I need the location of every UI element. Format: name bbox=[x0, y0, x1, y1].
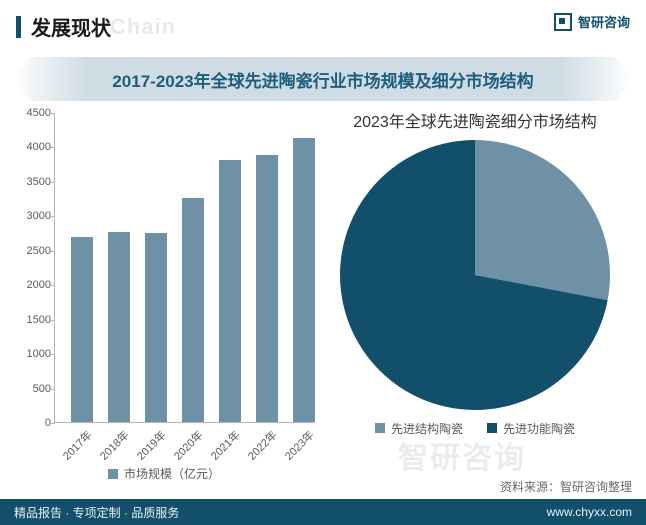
y-axis-tick-label: 3500 bbox=[15, 176, 51, 188]
y-axis-tick-label: 1500 bbox=[15, 314, 51, 326]
bar-chart-plot-area: 0500100015002000250030003500400045002017… bbox=[54, 113, 314, 423]
y-axis-tick-label: 500 bbox=[15, 383, 51, 395]
page-header: 发展现状 Chain 智研咨询 bbox=[0, 0, 646, 49]
chart-title-banner: 2017-2023年全球先进陶瓷行业市场规模及细分市场结构 bbox=[12, 57, 634, 101]
x-axis-tick-label: 2019年 bbox=[133, 427, 169, 463]
bar-legend-label: 市场规模（亿元） bbox=[124, 465, 220, 482]
pie-legend-item: 先进功能陶瓷 bbox=[487, 420, 575, 437]
x-axis-tick-label: 2022年 bbox=[244, 427, 280, 463]
brand-logo-text: 智研咨询 bbox=[578, 12, 630, 31]
y-axis-tick-label: 3000 bbox=[15, 210, 51, 222]
bar bbox=[293, 138, 315, 422]
bar bbox=[219, 160, 241, 422]
legend-swatch bbox=[375, 423, 385, 433]
bar-chart-legend: 市场规模（亿元） bbox=[14, 465, 314, 482]
pie-chart-title: 2023年全球先进陶瓷细分市场结构 bbox=[318, 113, 632, 134]
x-axis-tick-label: 2021年 bbox=[207, 427, 243, 463]
pie-chart-panel: 2023年全球先进陶瓷细分市场结构 先进结构陶瓷 先进功能陶瓷 bbox=[318, 113, 632, 482]
pie-legend-label: 先进功能陶瓷 bbox=[503, 420, 575, 437]
pie-slice bbox=[475, 140, 610, 300]
x-axis-tick-label: 2023年 bbox=[281, 427, 317, 463]
brand-logo-icon bbox=[554, 13, 572, 31]
bar bbox=[145, 233, 167, 422]
footer-right-text: www.chyxx.com bbox=[547, 505, 632, 519]
y-axis-tick-label: 4000 bbox=[15, 141, 51, 153]
header-title: 发展现状 bbox=[31, 12, 111, 41]
page-footer: 精品报告 · 专项定制 · 品质服务 www.chyxx.com bbox=[0, 499, 646, 525]
y-axis-tick-label: 2500 bbox=[15, 245, 51, 257]
bar bbox=[256, 155, 278, 422]
source-citation: 资料来源：智研咨询整理 bbox=[500, 478, 632, 495]
banner-title-text: 2017-2023年全球先进陶瓷行业市场规模及细分市场结构 bbox=[112, 67, 533, 92]
bar-chart-panel: 0500100015002000250030003500400045002017… bbox=[14, 113, 314, 482]
bar bbox=[108, 232, 130, 422]
brand-logo: 智研咨询 bbox=[554, 12, 630, 31]
y-axis-tick-label: 1000 bbox=[15, 348, 51, 360]
pie-svg bbox=[340, 140, 610, 410]
y-axis-tick-label: 2000 bbox=[15, 279, 51, 291]
y-axis-tick-label: 4500 bbox=[15, 107, 51, 119]
bar bbox=[71, 237, 93, 422]
pie-legend-item: 先进结构陶瓷 bbox=[375, 420, 463, 437]
bar bbox=[182, 198, 204, 422]
charts-container: 0500100015002000250030003500400045002017… bbox=[0, 113, 646, 482]
header-accent-bar bbox=[16, 16, 21, 38]
pie-legend-label: 先进结构陶瓷 bbox=[391, 420, 463, 437]
x-axis-tick-label: 2020年 bbox=[170, 427, 206, 463]
pie-chart-legend: 先进结构陶瓷 先进功能陶瓷 bbox=[318, 420, 632, 437]
legend-swatch bbox=[487, 423, 497, 433]
y-axis-tick-label: 0 bbox=[15, 417, 51, 429]
x-axis-tick-label: 2017年 bbox=[58, 427, 94, 463]
header-ghost-text: Chain bbox=[110, 14, 176, 40]
x-axis-tick-label: 2018年 bbox=[96, 427, 132, 463]
pie-chart-plot-area bbox=[340, 140, 610, 410]
legend-swatch bbox=[108, 469, 118, 479]
footer-left-text: 精品报告 · 专项定制 · 品质服务 bbox=[14, 504, 179, 521]
